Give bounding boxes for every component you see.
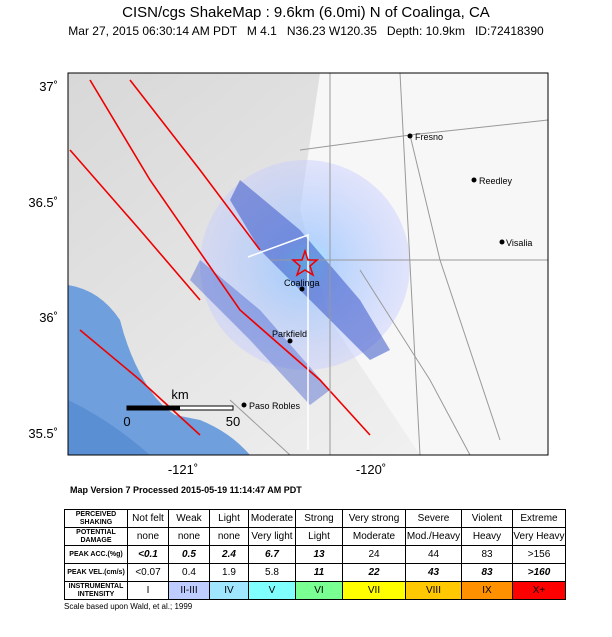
city-label: Coalinga	[284, 278, 320, 288]
scale-unit: km	[171, 387, 188, 402]
legend-row: PERCEIVED SHAKING Not felt Weak Light Modera…	[64, 509, 566, 528]
legend-cell: 2.4	[209, 545, 249, 564]
legend-cell: 83	[461, 545, 513, 564]
legend-cell: IX	[461, 581, 513, 600]
legend-cell: Extreme	[512, 509, 566, 528]
legend-cell: 1.9	[209, 563, 249, 582]
legend-cell: 22	[342, 563, 406, 582]
legend-cell: Heavy	[461, 527, 513, 546]
legend-cell: >156	[512, 545, 566, 564]
legend-row: POTENTIAL DAMAGE none none none Very light Li…	[64, 527, 566, 546]
legend-cell: Weak	[168, 509, 210, 528]
legend-cell: V	[248, 581, 296, 600]
scale-start: 0	[123, 414, 130, 429]
city-label: Fresno	[415, 132, 443, 142]
legend-cell: none	[209, 527, 249, 546]
legend-row: PEAK ACC.(%g) <0.1 0.5 2.4 6.7 13 24 44 83 >156	[64, 545, 566, 564]
lat-label: 36˚	[39, 310, 58, 325]
row-header: POTENTIAL DAMAGE	[64, 527, 128, 546]
legend-cell: 43	[405, 563, 462, 582]
legend-cell: 44	[405, 545, 462, 564]
legend-cell: 24	[342, 545, 406, 564]
legend-cell: none	[168, 527, 210, 546]
map-version: Map Version 7 Processed 2015-05-19 11:14…	[70, 485, 302, 495]
legend-cell: VIII	[405, 581, 462, 600]
legend-cell: X+	[512, 581, 566, 600]
legend-cell: Violent	[461, 509, 513, 528]
row-header: PERCEIVED SHAKING	[64, 509, 128, 528]
legend-cell: 0.5	[168, 545, 210, 564]
legend-cell: VII	[342, 581, 406, 600]
city-label: Reedley	[479, 176, 513, 186]
legend-cell: <0.07	[127, 563, 169, 582]
legend-row: PEAK VEL.(cm/s) <0.07 0.4 1.9 5.8 11 22 43 83 >16…	[64, 563, 566, 582]
legend-cell: Mod./Heavy	[405, 527, 462, 546]
city-label: Visalia	[506, 238, 532, 248]
legend-cell: VI	[295, 581, 343, 600]
footnote: Scale based upon Wald, et al.; 1999	[64, 602, 193, 611]
legend-cell: 11	[295, 563, 343, 582]
legend-cell: Moderate	[248, 509, 296, 528]
title: CISN/cgs ShakeMap : 9.6km (6.0mi) N of C…	[122, 4, 490, 21]
legend-cell: 5.8	[248, 563, 296, 582]
lon-label: -121˚	[168, 462, 198, 477]
legend-cell: IV	[209, 581, 249, 600]
legend-cell: I	[127, 581, 169, 600]
legend-cell: Light	[295, 527, 343, 546]
legend-cell: 0.4	[168, 563, 210, 582]
scale-end: 50	[226, 414, 240, 429]
legend-cell: Very strong	[342, 509, 406, 528]
row-header: PEAK ACC.(%g)	[64, 545, 128, 564]
map: 37˚ 36.5˚ 36˚ 35.5˚ -121˚ -120˚ Fresno R…	[28, 72, 549, 477]
row-header: INSTRUMENTAL INTENSITY	[64, 581, 128, 600]
city-label: Paso Robles	[249, 401, 301, 411]
legend-cell: none	[127, 527, 169, 546]
legend-cell: 6.7	[248, 545, 296, 564]
intensity-legend: PERCEIVED SHAKING Not felt Weak Light Modera…	[64, 509, 566, 600]
legend-cell: Moderate	[342, 527, 406, 546]
row-header: PEAK VEL.(cm/s)	[64, 563, 128, 582]
map-body	[68, 73, 548, 455]
legend-cell: Strong	[295, 509, 343, 528]
lat-label: 37˚	[39, 79, 58, 94]
subtitle: Mar 27, 2015 06:30:14 AM PDT M 4.1 N36.2…	[68, 24, 544, 38]
scale-bar: km 0 50	[123, 387, 240, 429]
legend-row: INSTRUMENTAL INTENSITY I II-III IV V VI VII VII…	[64, 581, 566, 600]
city-label: Parkfield	[272, 329, 307, 339]
legend-cell: Not felt	[127, 509, 169, 528]
legend-cell: >160	[512, 563, 566, 582]
legend-cell: Light	[209, 509, 249, 528]
epicenter	[290, 248, 320, 277]
legend-cell: Very Heavy	[512, 527, 566, 546]
lat-label: 35.5˚	[28, 426, 58, 441]
lat-label: 36.5˚	[28, 195, 58, 210]
legend-cell: <0.1	[127, 545, 169, 564]
lon-label: -120˚	[356, 462, 386, 477]
legend-cell: Very light	[248, 527, 296, 546]
legend-cell: II-III	[168, 581, 210, 600]
legend-cell: 13	[295, 545, 343, 564]
legend-cell: Severe	[405, 509, 462, 528]
legend-cell: 83	[461, 563, 513, 582]
